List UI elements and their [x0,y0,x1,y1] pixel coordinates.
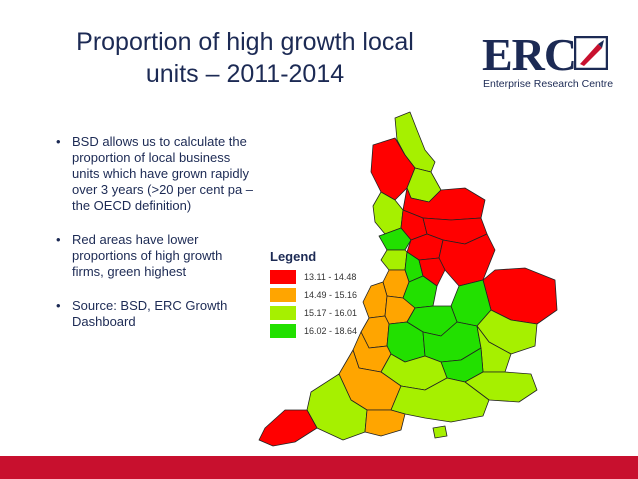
region-lancashire [372,191,404,235]
legend-swatch [270,323,296,338]
bullet-text: Source: BSD, ERC Growth Dashboard [72,298,228,329]
legend-item: 14.49 - 15.16 [270,286,390,303]
bullet-list: • BSD allows us to calculate the proport… [56,134,256,348]
logo-letters: ERC [482,29,577,80]
region-cornwall [258,409,318,447]
logo-tagline: Enterprise Research Centre [483,78,614,90]
region-isle-of-wight [432,425,448,439]
legend-item: 16.02 - 18.64 [270,322,390,339]
legend-item: 15.17 - 16.01 [270,304,390,321]
bullet-symbol: • [56,232,61,247]
bullet-text: Red areas have lower proportions of high… [72,232,223,279]
slide-title: Proportion of high growth local units – … [40,26,450,90]
logo-square-mark-icon [574,36,608,70]
slide-title-line-1: Proportion of high growth local [76,28,414,56]
bullet-item: • BSD allows us to calculate the proport… [56,134,256,214]
erc-logo: ERC Enterprise Research Centre [474,30,619,96]
region-dorset [364,409,406,437]
bullet-symbol: • [56,134,61,149]
legend-item: 13.11 - 14.48 [270,268,390,285]
legend-swatch [270,269,296,284]
england-choropleth-map [258,111,558,447]
bullet-symbol: • [56,298,61,313]
bullet-item: • Source: BSD, ERC Growth Dashboard [56,298,256,330]
bullet-text: BSD allows us to calculate the proportio… [72,134,254,213]
legend-label: 14.49 - 15.16 [304,289,358,300]
bullet-item: • Red areas have lower proportions of hi… [56,232,256,280]
region-merseyside [378,227,412,251]
legend-swatch [270,287,296,302]
legend-swatch [270,305,296,320]
legend-title: Legend [270,249,317,264]
legend-label: 15.17 - 16.01 [304,307,358,318]
legend-label: 13.11 - 14.48 [304,271,357,282]
legend-label: 16.02 - 18.64 [304,325,358,336]
footer-bar [0,456,638,479]
map-legend: Legend 13.11 - 14.48 14.49 - 15.16 15.17… [270,249,390,340]
slide-title-line-2: units – 2011-2014 [145,60,345,88]
region-nottingham [418,257,446,287]
